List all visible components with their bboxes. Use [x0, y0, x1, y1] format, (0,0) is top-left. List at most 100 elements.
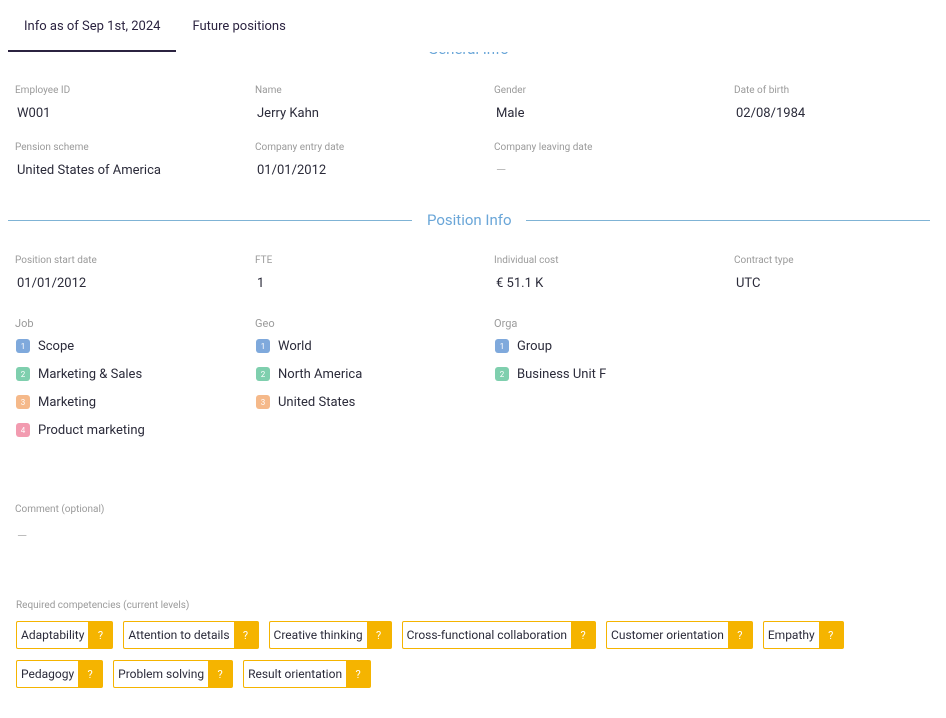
level-badge: 3 [256, 395, 270, 409]
tab[interactable]: Future positions [192, 19, 286, 34]
field-value: € 51.1 K [496, 276, 544, 291]
field-label: Employee ID [15, 85, 71, 96]
hierarchy-level: 1 Group [495, 332, 734, 360]
field: Gender Male [494, 85, 734, 121]
level-name: Scope [38, 338, 75, 354]
hierarchy-level: 3 United States [256, 388, 495, 416]
competency-name: Cross-functional collaboration [406, 628, 568, 642]
competency-level[interactable]: ? [727, 622, 752, 648]
level-name: Product marketing [38, 422, 145, 438]
hierarchy-level: 3 Marketing [16, 388, 255, 416]
hierarchy-label: Job [15, 317, 34, 330]
level-name: Group [517, 338, 553, 354]
competency-level[interactable]: ? [88, 622, 113, 648]
hierarchy-level: 2 North America [256, 360, 495, 388]
competency-name: Adaptability [21, 628, 85, 642]
hierarchy-label: Geo [255, 317, 275, 330]
field-value: Male [496, 106, 525, 121]
divider [526, 220, 930, 221]
field-value: 01/01/2012 [17, 276, 87, 291]
competency-name: Problem solving [118, 667, 205, 681]
competency-level[interactable]: ? [78, 661, 103, 687]
hierarchy-level: 1 Scope [16, 332, 255, 360]
tab[interactable]: Info as of Sep 1st, 2024 [8, 0, 177, 52]
competency-chip: Creative thinking? [268, 621, 392, 649]
competencies-label: Required competencies (current levels) [16, 600, 190, 611]
field-value: 01/01/2012 [257, 163, 327, 178]
field-label: Gender [494, 85, 526, 96]
level-name: North America [278, 366, 363, 382]
tab-bar: Info as of Sep 1st, 2024 Future positions [0, 0, 946, 52]
field-label: Position start date [15, 255, 97, 266]
comment-label: Comment (optional) [15, 504, 105, 515]
comment-value: — [17, 529, 28, 544]
hierarchy-level: 2 Business Unit F [495, 360, 734, 388]
field: Date of birth 02/08/1984 [734, 85, 946, 121]
competency-level[interactable]: ? [233, 622, 258, 648]
competency-chip: Problem solving? [113, 660, 234, 688]
field-label: Date of birth [734, 85, 790, 96]
competency-chip: Adaptability? [16, 621, 114, 649]
level-badge: 3 [16, 395, 30, 409]
hierarchy-label: Orga [494, 317, 518, 330]
competency-chip: Customer orientation? [606, 621, 753, 649]
competency-level[interactable]: ? [366, 622, 391, 648]
hierarchy-level: 4 Product marketing [16, 416, 255, 444]
section-title: Position Info [427, 211, 512, 229]
hierarchy: Geo 1 World 2 North America 3 United States [255, 317, 495, 416]
competency-chip: Empathy? [762, 621, 844, 649]
level-badge: 1 [256, 339, 270, 353]
level-name: United States [278, 394, 356, 410]
competency-name: Customer orientation [611, 628, 724, 642]
field-label: Company entry date [255, 142, 345, 153]
level-badge: 2 [495, 367, 509, 381]
field-value: 1 [257, 276, 265, 291]
competency-chip: Cross-functional collaboration? [401, 621, 597, 649]
divider [8, 220, 412, 221]
level-badge: 2 [16, 367, 30, 381]
field: Name Jerry Kahn [255, 85, 495, 121]
hierarchy: Job 1 Scope 2 Marketing & Sales 3 Marketing 4 Pr… [15, 317, 255, 444]
level-name: Marketing & Sales [38, 366, 143, 382]
field-value: UTC [736, 276, 761, 291]
hierarchy-level: 1 World [256, 332, 495, 360]
field-label: Individual cost [494, 255, 559, 266]
field: Company entry date 01/01/2012 [255, 142, 495, 178]
field-label: FTE [255, 255, 273, 266]
field-label: Pension scheme [15, 142, 89, 153]
competency-level[interactable]: ? [346, 661, 371, 687]
level-badge: 2 [256, 367, 270, 381]
level-name: World [278, 338, 312, 354]
level-name: Business Unit F [517, 366, 607, 382]
field-label: Company leaving date [494, 142, 593, 153]
competency-level[interactable]: ? [571, 622, 596, 648]
level-name: Marketing [38, 394, 97, 410]
level-badge: 1 [495, 339, 509, 353]
field: Position start date 01/01/2012 [15, 255, 255, 291]
field: Pension scheme United States of America [15, 142, 255, 178]
field-value: Jerry Kahn [257, 106, 319, 121]
comment: Comment (optional) — [15, 504, 255, 544]
field-value: 02/08/1984 [736, 106, 806, 121]
hierarchy: Orga 1 Group 2 Business Unit F [494, 317, 734, 388]
field-value: W001 [17, 106, 51, 121]
competency-level[interactable]: ? [208, 661, 233, 687]
field-value: United States of America [17, 163, 161, 178]
field: Company leaving date — [494, 142, 734, 178]
field: Individual cost € 51.1 K [494, 255, 734, 291]
field-label: Contract type [734, 255, 794, 266]
level-badge: 1 [16, 339, 30, 353]
competency-chip: Pedagogy? [16, 660, 104, 688]
field-label: Name [255, 85, 282, 96]
level-badge: 4 [16, 423, 30, 437]
competency-level[interactable]: ? [818, 622, 843, 648]
field: Contract type UTC [734, 255, 946, 291]
competency-name: Creative thinking [273, 628, 363, 642]
competency-chip: Result orientation? [243, 660, 372, 688]
competency-name: Attention to details [128, 628, 230, 642]
field: Employee ID W001 [15, 85, 255, 121]
competency-chip: Attention to details? [123, 621, 259, 649]
hierarchy-level: 2 Marketing & Sales [16, 360, 255, 388]
competency-list: Adaptability? Attention to details? Creati… [16, 621, 846, 688]
